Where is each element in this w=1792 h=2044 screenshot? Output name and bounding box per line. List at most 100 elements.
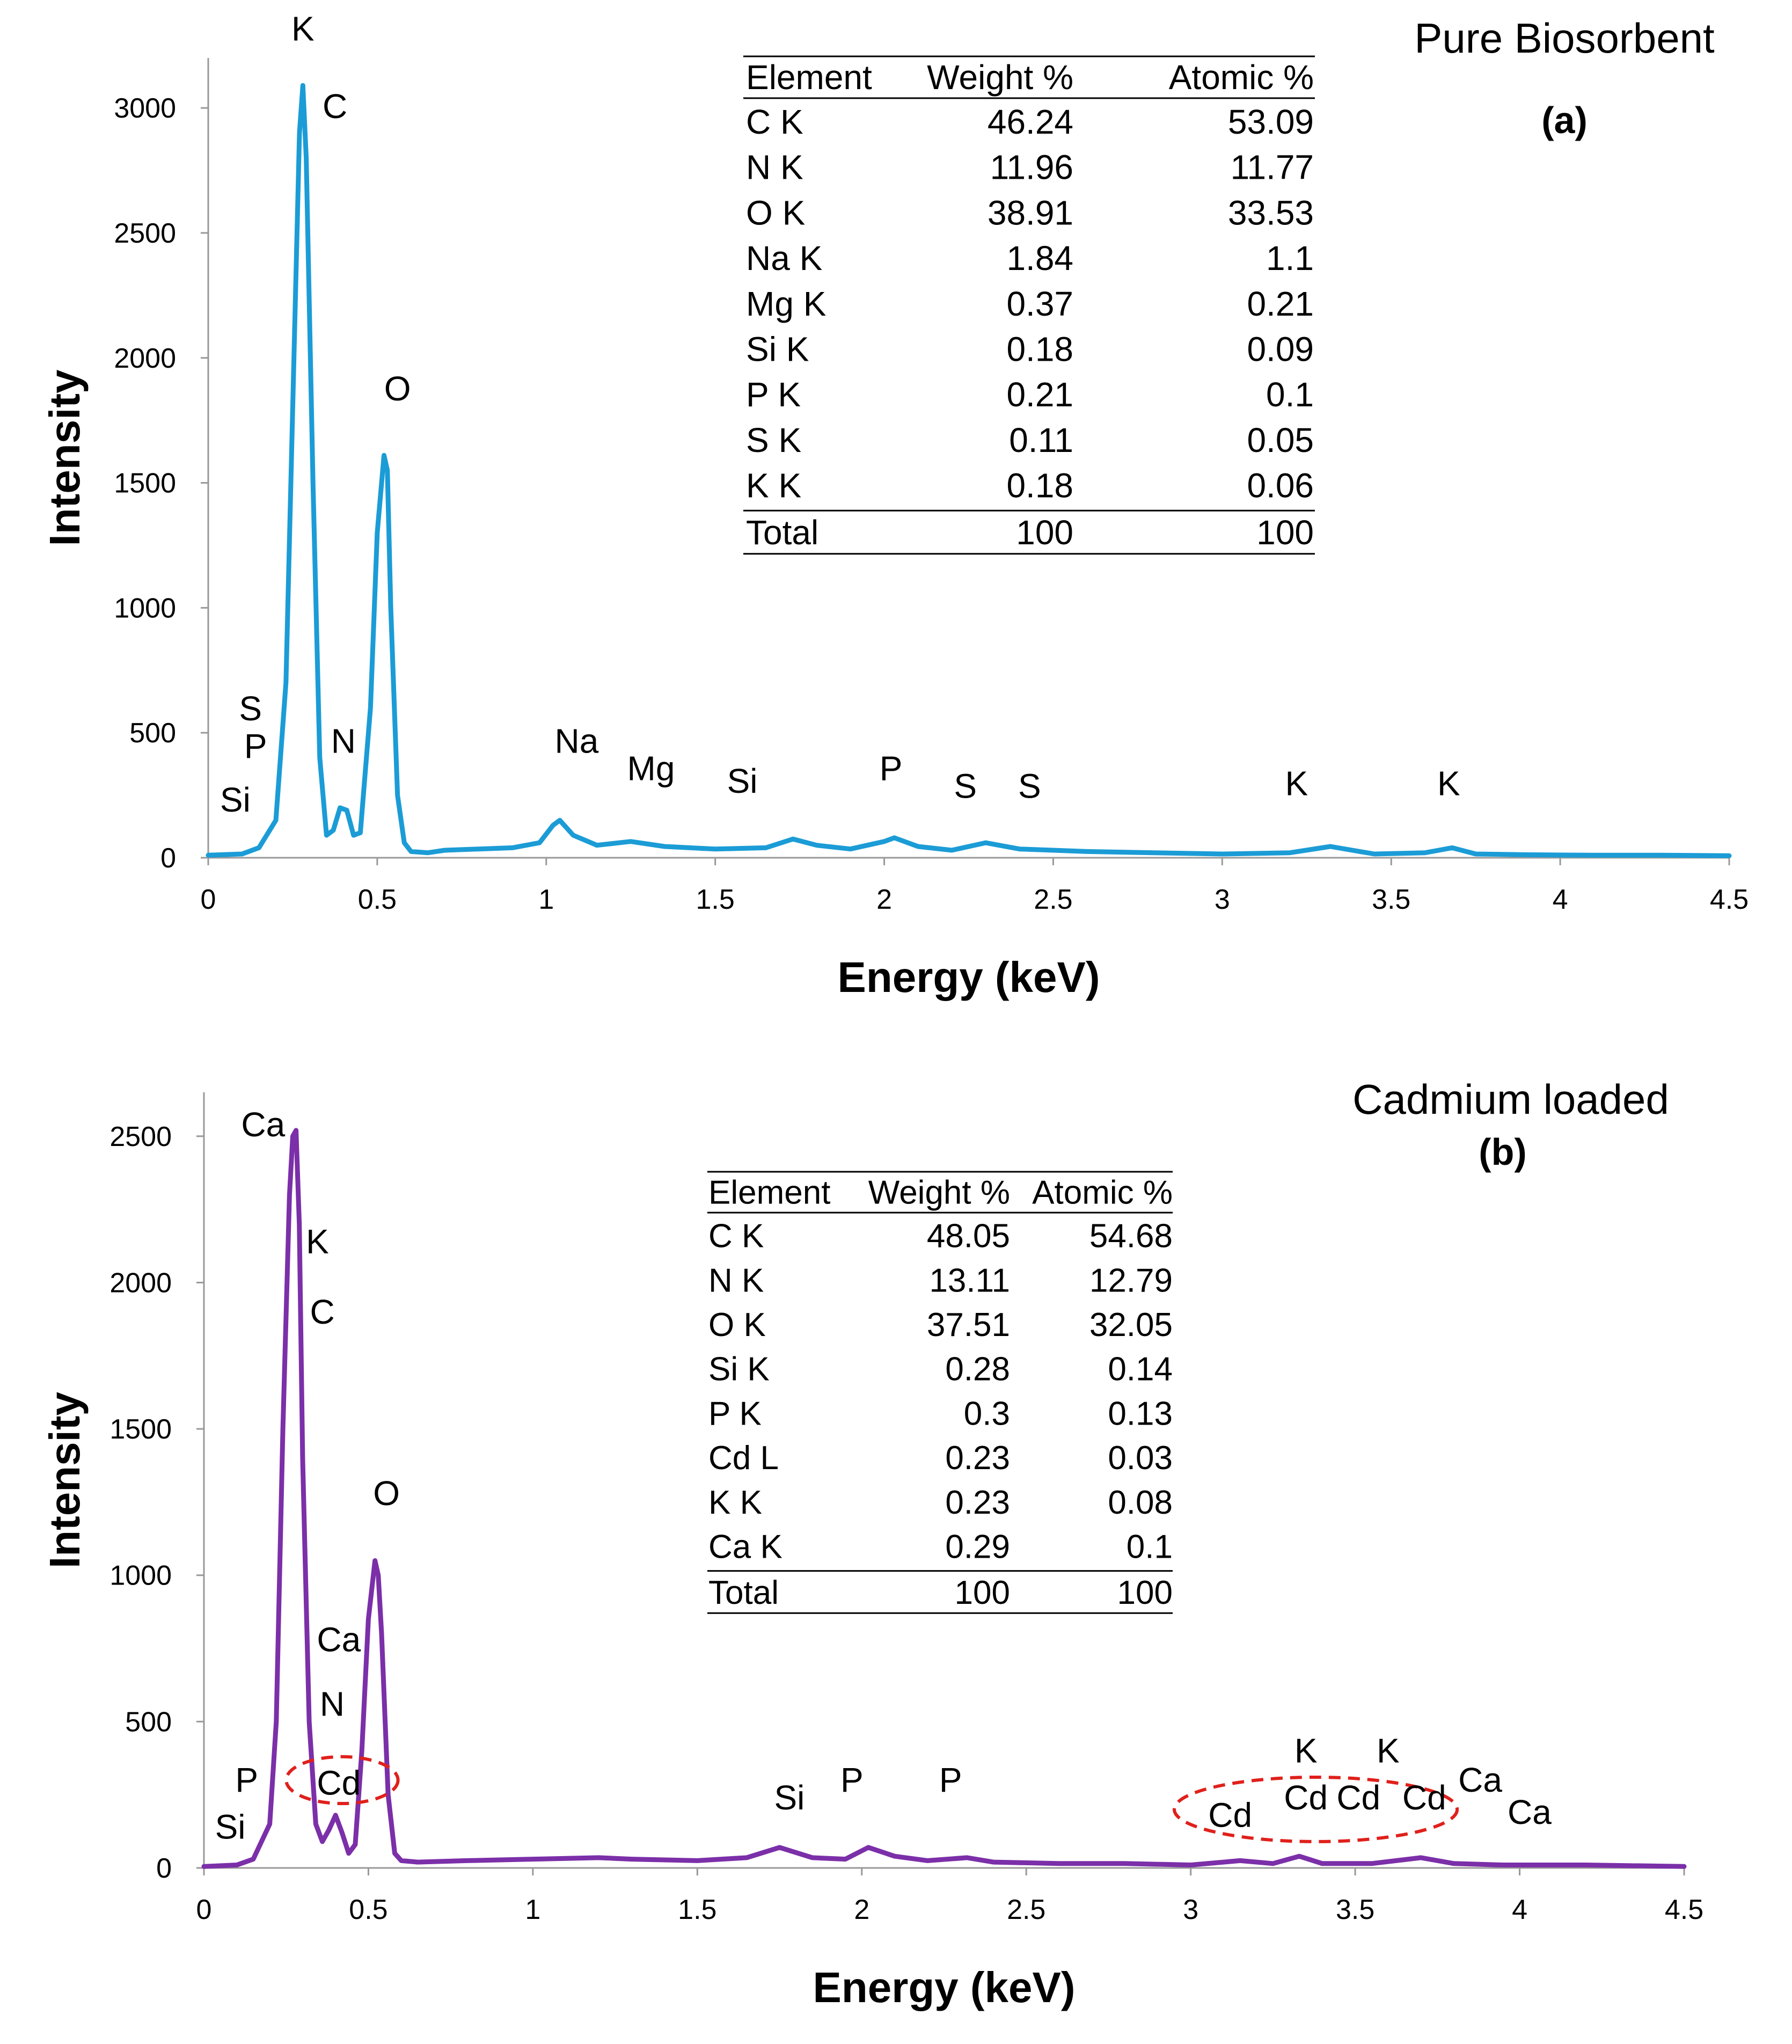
y-axis-title: Intensity: [41, 1392, 89, 1568]
x-tick-label: 3.5: [1372, 884, 1410, 915]
peak-label: P: [244, 727, 267, 765]
table-cell: Na K: [746, 239, 822, 278]
peak-label: Si: [774, 1778, 804, 1817]
table-cell: 0.1: [1127, 1528, 1173, 1565]
table-cell: 53.09: [1228, 103, 1314, 141]
table-cell: 38.91: [988, 193, 1073, 232]
table-cell: 46.24: [988, 103, 1073, 141]
y-axis-title: Intensity: [41, 369, 89, 546]
peak-label: K: [1377, 1732, 1400, 1770]
highlight-ellipse-1: [284, 1755, 400, 1806]
y-tick-label: 1000: [114, 593, 176, 624]
table-cell: K K: [708, 1484, 762, 1521]
peak-label: Cd: [1208, 1796, 1252, 1835]
table-total-cell: 100: [1016, 513, 1073, 552]
x-tick-label: 2.5: [1034, 884, 1072, 915]
table-cell: 0.3: [964, 1395, 1010, 1432]
chart-title: Cadmium loaded: [1352, 1076, 1669, 1123]
peak-label: Si: [727, 762, 758, 800]
table-cell: 0.23: [945, 1440, 1010, 1477]
table-total-cell: 100: [1117, 1574, 1173, 1611]
table-total-cell: 100: [1256, 513, 1314, 552]
table-total-cell: 100: [955, 1574, 1010, 1611]
table-cell: 0.11: [1009, 421, 1073, 459]
peak-label: K: [291, 9, 314, 48]
table-header-cell: Element: [746, 58, 872, 97]
table-cell: 0.03: [1108, 1440, 1173, 1477]
table-cell: 1.1: [1266, 239, 1314, 278]
x-tick-label: 4: [1512, 1894, 1527, 1925]
table-cell: 0.23: [945, 1484, 1010, 1521]
y-tick-label: 2500: [109, 1121, 172, 1152]
x-tick-label: 4.5: [1665, 1894, 1703, 1925]
table-cell: Mg K: [746, 284, 826, 323]
table-cell: 0.28: [945, 1351, 1010, 1388]
table-cell: P K: [708, 1395, 762, 1432]
peak-label: K: [306, 1222, 329, 1261]
peak-label: Cd: [1284, 1778, 1328, 1817]
x-tick-label: 2: [876, 884, 892, 915]
x-tick-label: 3.5: [1336, 1894, 1374, 1925]
y-tick-label: 3000: [114, 93, 176, 124]
y-tick-label: 2000: [109, 1267, 172, 1298]
table-cell: P K: [746, 375, 801, 414]
spectrum-line-1: [201, 1128, 1687, 1869]
peak-label: S: [239, 689, 262, 728]
x-tick-label: 1: [525, 1894, 540, 1925]
table-cell: 0.18: [1006, 466, 1073, 505]
table-cell: 54.68: [1089, 1218, 1173, 1255]
table-cell: 0.09: [1247, 330, 1314, 368]
table-cell: O K: [746, 193, 805, 232]
y-tick-label: 0: [160, 843, 176, 874]
peak-label: S: [1018, 766, 1041, 805]
y-tick-label: 1500: [109, 1414, 172, 1445]
table-cell: Ca K: [708, 1528, 782, 1565]
table-cell: 13.11: [929, 1262, 1010, 1299]
composition-table: Element Weight % Atomic % C K 48.05 54.68 N K 1…: [707, 1171, 1173, 1614]
x-tick-label: 3: [1183, 1894, 1198, 1925]
table-cell: 48.05: [927, 1218, 1010, 1255]
peak-label: C: [310, 1293, 335, 1331]
table-cell: 32.05: [1089, 1306, 1173, 1344]
peak-label: O: [373, 1474, 400, 1513]
x-tick-label: 1.5: [696, 884, 735, 915]
peak-label: Cd: [1336, 1778, 1380, 1817]
peak-label: P: [840, 1761, 864, 1799]
y-tick-label: 2000: [114, 343, 176, 374]
table-cell: S K: [746, 421, 801, 459]
panel-label: (b): [1479, 1131, 1526, 1173]
table-header-cell: Weight %: [868, 1174, 1010, 1211]
table-total-cell: Total: [746, 513, 818, 552]
table-cell: 0.18: [1006, 330, 1073, 368]
y-tick-label: 500: [125, 1706, 172, 1738]
table-cell: 11.96: [990, 148, 1073, 187]
table-total-cell: Total: [708, 1574, 779, 1611]
peak-label: Na: [555, 721, 599, 760]
peak-label: O: [384, 369, 411, 408]
table-cell: 0.05: [1247, 421, 1314, 459]
x-tick-label: 0: [196, 1894, 212, 1925]
composition-table: Element Weight % Atomic % C K 46.24 53.09 N K 1…: [743, 55, 1315, 555]
table-cell: 0.37: [1006, 284, 1073, 323]
peak-label: Si: [220, 780, 251, 819]
peak-label: Ca: [1458, 1761, 1502, 1799]
table-cell: 0.21: [1247, 284, 1314, 323]
x-tick-label: 3: [1215, 884, 1230, 915]
peak-label: N: [331, 721, 356, 760]
panel-label: (a): [1541, 99, 1588, 141]
peak-label: S: [954, 766, 977, 805]
peak-label: Ca: [1508, 1793, 1552, 1831]
table-cell: 0.21: [1006, 375, 1073, 414]
table-cell: 0.1: [1266, 375, 1314, 414]
peak-label: Ca: [317, 1620, 361, 1659]
table-header-cell: Weight %: [927, 58, 1073, 97]
peak-label: K: [1285, 764, 1308, 803]
table-cell: 0.06: [1247, 466, 1314, 505]
peak-label: Cd: [1402, 1778, 1446, 1817]
table-cell: 11.77: [1231, 148, 1314, 187]
peak-label: C: [323, 87, 347, 126]
table-header-cell: Atomic %: [1169, 58, 1314, 97]
table-header-cell: Atomic %: [1032, 1174, 1173, 1211]
table-cell: 0.08: [1108, 1484, 1173, 1521]
